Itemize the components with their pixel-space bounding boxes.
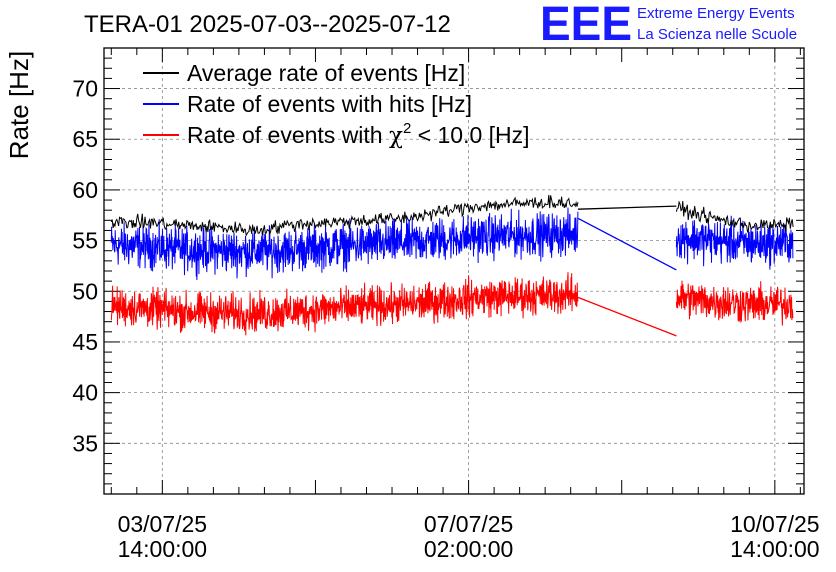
y-tick-label: 40 — [72, 380, 98, 406]
logo-line-1: Extreme Energy Events — [637, 5, 795, 22]
x-tick-label-date: 07/07/25 — [424, 511, 514, 537]
y-tick-label: 45 — [72, 329, 98, 355]
chart-title: TERA-01 2025-07-03--2025-07-12 — [84, 11, 451, 38]
y-tick-label: 50 — [72, 278, 98, 304]
y-tick-label: 65 — [72, 126, 98, 152]
y-tick-label: 55 — [72, 228, 98, 254]
series-line-after-gap — [675, 215, 794, 270]
x-tick-labels: 03/07/2514:00:0007/07/2502:00:0010/07/25… — [118, 511, 820, 562]
legend-label-1: Rate of events with hits [Hz] — [187, 91, 472, 117]
series-gap-connector — [577, 205, 677, 210]
series-line-before-gap — [110, 207, 579, 281]
x-tick-label-time: 14:00:00 — [118, 536, 208, 562]
logo-mark: EEE — [540, 0, 632, 51]
series-line-before-gap — [110, 272, 579, 336]
eee-logo: EEE Extreme Energy Events La Scienza nel… — [540, 0, 797, 51]
axis-ticks — [104, 47, 804, 495]
y-tick-label: 35 — [72, 430, 98, 456]
y-tick-labels: 35 40 45 50 55 60 65 70 — [72, 76, 98, 457]
x-tick-label-date: 03/07/25 — [118, 511, 208, 537]
legend: Average rate of events [Hz] Rate of event… — [143, 60, 530, 149]
plot-frame — [103, 47, 805, 495]
series-line-after-gap — [675, 280, 794, 326]
y-tick-label: 70 — [72, 76, 98, 102]
series-gap-connector — [577, 296, 677, 337]
series-0 — [110, 194, 794, 237]
x-tick-label-time: 02:00:00 — [424, 536, 514, 562]
y-axis-label: Rate [Hz] — [4, 51, 34, 159]
x-tick-label-date: 10/07/25 — [730, 511, 820, 537]
logo-line-2: La Scienza nelle Scuole — [637, 26, 797, 43]
legend-label-2: Rate of events with χ2 < 10.0 [Hz] — [187, 120, 530, 149]
series-2 — [110, 272, 794, 337]
x-tick-label-time: 14:00:00 — [730, 536, 820, 562]
series-gap-connector — [577, 217, 677, 271]
series-line-after-gap — [675, 200, 794, 234]
legend-label-0: Average rate of events [Hz] — [187, 60, 465, 86]
series-line-before-gap — [110, 194, 579, 237]
y-tick-label: 60 — [72, 177, 98, 203]
series-1 — [110, 207, 794, 281]
series-lines — [110, 194, 794, 337]
